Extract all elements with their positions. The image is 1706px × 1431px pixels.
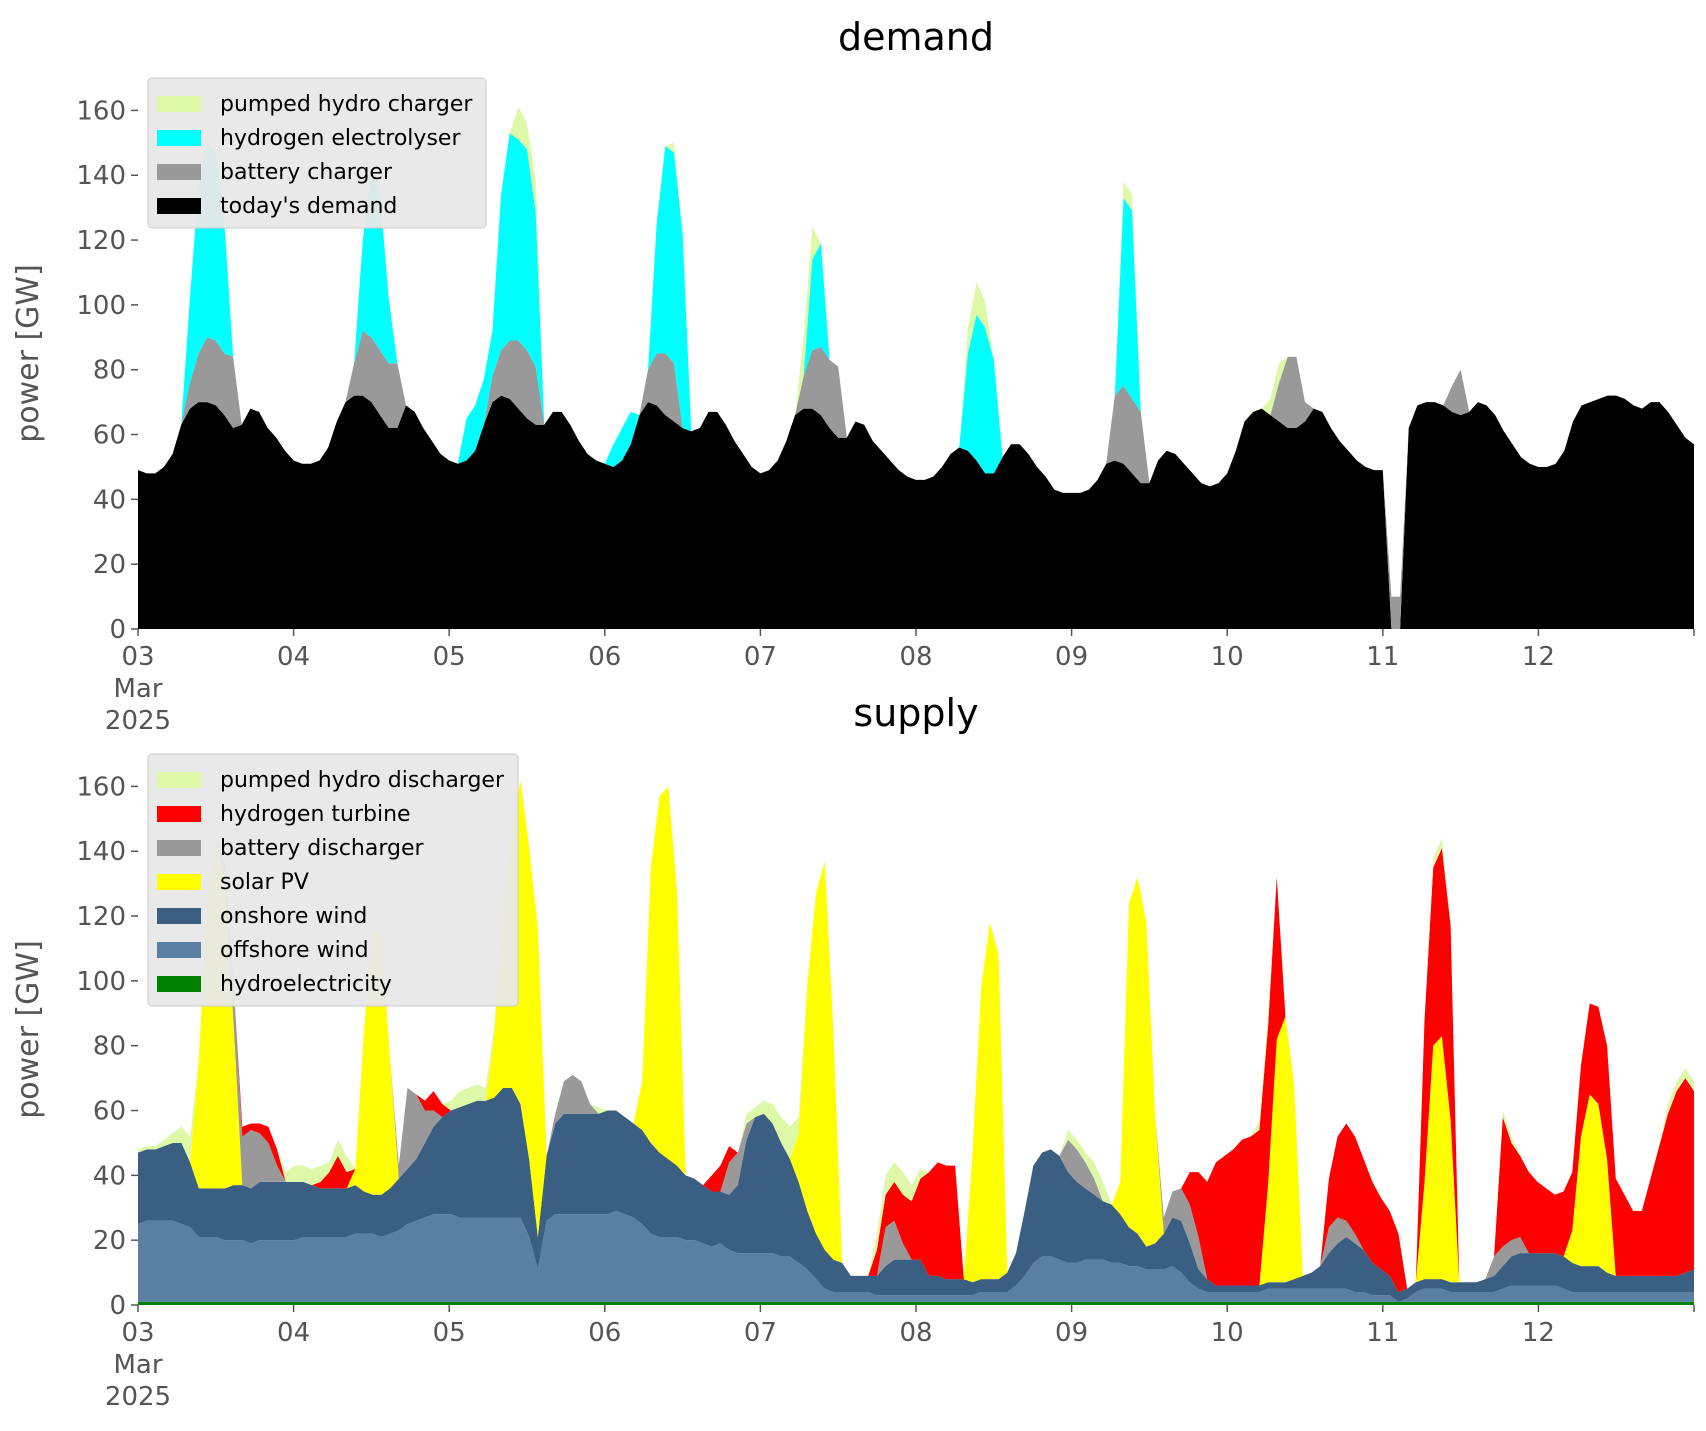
legend-swatch-hydroelectricity <box>157 976 201 992</box>
y-tick-label: 80 <box>93 356 126 386</box>
y-axis-label: power [GW] <box>11 940 46 1119</box>
y-tick-label: 100 <box>76 291 126 321</box>
x-tick-label: 09 <box>1055 642 1088 672</box>
legend-label-hydroelectricity: hydroelectricity <box>220 972 392 997</box>
x-tick-label: 10 <box>1211 642 1244 672</box>
x-tick-label: 07 <box>744 1318 777 1348</box>
area-battery-charger <box>138 330 1694 629</box>
chart-title: supply <box>853 691 978 735</box>
legend-swatch-hydrogen-turbine <box>157 806 201 822</box>
x-tick-label: 08 <box>899 642 932 672</box>
y-tick-label: 160 <box>76 96 126 126</box>
x-tick-sublabel: Mar <box>113 674 162 704</box>
x-tick-label: 03 <box>121 1318 154 1348</box>
area-hydrogen-turbine <box>138 779 1694 1293</box>
y-tick-label: 60 <box>93 1097 126 1127</box>
x-tick-label: 10 <box>1211 1318 1244 1348</box>
legend-label-solar-pv: solar PV <box>220 870 309 895</box>
y-tick-label: 80 <box>93 1032 126 1062</box>
legend-box <box>147 753 519 1007</box>
legend-swatch-offshore-wind <box>157 942 201 958</box>
y-tick-label: 40 <box>93 1161 126 1191</box>
y-tick-label: 120 <box>76 902 126 932</box>
y-tick-label: 100 <box>76 967 126 997</box>
legend-label-pumped-hydro-charger: pumped hydro charger <box>220 92 473 117</box>
x-tick-sublabel: 2025 <box>105 706 171 736</box>
legend-label-battery-discharger: battery discharger <box>220 836 425 861</box>
x-tick-sublabel: Mar <box>113 1350 162 1380</box>
x-tick-label: 12 <box>1522 1318 1555 1348</box>
legend-label-battery-charger: battery charger <box>220 160 393 185</box>
area-offshore-wind <box>138 1211 1694 1302</box>
x-tick-label: 11 <box>1366 642 1399 672</box>
area-hydrogen-electrolyser <box>138 133 1694 597</box>
area-pumped-hydro-discharger <box>138 779 1694 1289</box>
legend-label-pumped-hydro-discharger: pumped hydro discharger <box>220 768 505 793</box>
y-tick-label: 160 <box>76 772 126 802</box>
y-tick-label: 20 <box>93 550 126 580</box>
legend-swatch-hydrogen-electrolyser <box>157 130 201 146</box>
x-tick-label: 03 <box>121 642 154 672</box>
legend-swatch-solar-pv <box>157 874 201 890</box>
y-tick-label: 0 <box>109 1291 126 1321</box>
x-tick-label: 09 <box>1055 1318 1088 1348</box>
legend-box <box>147 77 487 229</box>
x-tick-label: 04 <box>277 642 310 672</box>
y-tick-label: 60 <box>93 421 126 451</box>
legend-swatch-pumped-hydro-discharger <box>157 772 201 788</box>
y-tick-label: 120 <box>76 226 126 256</box>
legend-label-today-s-demand: today's demand <box>220 194 397 219</box>
legend-label-offshore-wind: offshore wind <box>220 938 369 963</box>
area-onshore-wind <box>138 1087 1694 1302</box>
area-hydroelectricity <box>138 1301 1694 1305</box>
area-solar-pv <box>138 779 1694 1293</box>
legend-swatch-pumped-hydro-charger <box>157 96 201 112</box>
x-tick-label: 11 <box>1366 1318 1399 1348</box>
y-axis-label: power [GW] <box>11 264 46 443</box>
x-tick-label: 05 <box>433 1318 466 1348</box>
y-tick-label: 140 <box>76 161 126 191</box>
x-tick-label: 06 <box>588 1318 621 1348</box>
legend-swatch-battery-discharger <box>157 840 201 856</box>
chart-title: demand <box>838 15 994 59</box>
area-today-s-demand <box>138 395 1694 629</box>
legend-swatch-onshore-wind <box>157 908 201 924</box>
x-tick-label: 04 <box>277 1318 310 1348</box>
y-tick-label: 140 <box>76 837 126 867</box>
legend-swatch-today-s-demand <box>157 198 201 214</box>
x-tick-label: 12 <box>1522 642 1555 672</box>
x-tick-label: 07 <box>744 642 777 672</box>
legend-label-hydrogen-turbine: hydrogen turbine <box>220 802 411 827</box>
y-tick-label: 0 <box>109 615 126 645</box>
x-tick-sublabel: 2025 <box>105 1382 171 1412</box>
x-tick-label: 06 <box>588 642 621 672</box>
x-tick-label: 05 <box>433 642 466 672</box>
y-tick-label: 40 <box>93 485 126 515</box>
legend: pumped hydro discharger hydrogen turbine b… <box>147 753 519 1007</box>
legend: pumped hydro charger hydrogen electrolyse… <box>147 77 487 229</box>
x-tick-label: 08 <box>899 1318 932 1348</box>
y-tick-label: 20 <box>93 1226 126 1256</box>
demand-panel: demand 0 20 40 60 80 100 120 140 160 power [GW] 03 0… <box>11 15 1695 736</box>
legend-swatch-battery-charger <box>157 164 201 180</box>
legend-label-onshore-wind: onshore wind <box>220 904 367 929</box>
legend-label-hydrogen-electrolyser: hydrogen electrolyser <box>220 126 461 151</box>
supply-panel: supply 0 20 40 60 80 100 120 140 160 power [GW] 03 0… <box>11 691 1695 1412</box>
